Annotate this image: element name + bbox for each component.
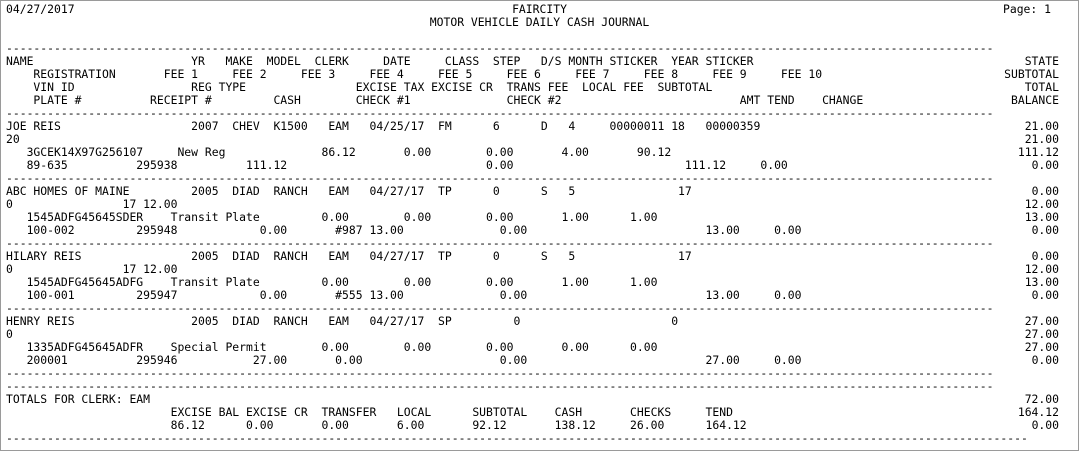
totals-labels-amount: 164.12 [1017,405,1059,419]
record-line: 1545ADFG45645SDER Transit Plate 0.00 0.0… [6,210,658,224]
totals-values-amount: 0.00 [1031,418,1059,432]
record-line: 0 17 12.00 [6,197,178,211]
totals-values: 86.12 0.00 0.00 6.00 92.12 138.12 26.00 … [6,418,747,432]
page-number: Page: 1 [1002,2,1051,16]
record-line: 0 [6,327,13,341]
record-line: 200001 295946 27.00 0.00 0.00 27.00 0.00 [6,353,802,367]
separator-rule: ----------------------------------------… [6,41,994,55]
record-line-amount: 12.00 [1024,262,1059,276]
record-line-amount: 27.00 [1024,314,1059,328]
record-line-amount: 0.00 [1031,288,1059,302]
record-line: 20 [6,132,20,146]
column-header-line: NAME YR MAKE MODEL CLERK DATE CLASS STEP… [6,54,754,68]
record-line-amount: 0.00 [1031,249,1059,263]
record-line-amount: 111.12 [1017,145,1059,159]
totals-labels: EXCISE BAL EXCISE CR TRANSFER LOCAL SUBT… [6,405,733,419]
separator-rule: ----------------------------------------… [6,301,994,315]
record-line: JOE REIS 2007 CHEV K1500 EAM 04/25/17 FM… [6,119,761,133]
separator-rule: ----------------------------------------… [6,379,994,393]
report-date: 04/27/2017 [6,2,75,16]
record-line-amount: 27.00 [1024,327,1059,341]
record-line: 100-001 295947 0.00 #555 13.00 0.00 13.0… [6,288,802,302]
record-line: HENRY REIS 2005 DIAD RANCH EAM 04/27/17 … [6,314,679,328]
record-line-amount: 13.00 [1024,210,1059,224]
column-header-line: REGISTRATION FEE 1 FEE 2 FEE 3 FEE 4 FEE… [6,67,823,81]
separator-rule: ----------------------------------------… [6,171,994,185]
record-line: 100-002 295948 0.00 #987 13.00 0.00 13.0… [6,223,802,237]
column-header-line-amount: STATE [1024,54,1059,68]
org-name: FAIRCITY [512,2,567,16]
record-line-amount: 0.00 [1031,353,1059,367]
separator-rule: ----------------------------------------… [6,366,994,380]
record-line: HILARY REIS 2005 DIAD RANCH EAM 04/27/17… [6,249,692,263]
record-line-amount: 27.00 [1024,340,1059,354]
record-line-amount: 0.00 [1031,184,1059,198]
column-header-line-amount: BALANCE [1010,93,1059,107]
record-line-amount: 21.00 [1024,132,1059,146]
record-line-amount: 0.00 [1031,223,1059,237]
separator-rule: ----------------------------------------… [6,236,994,250]
totals-title-amount: 72.00 [1024,392,1059,406]
end-of-report-rule: ----------------------------------------… [6,431,1028,445]
record-line: 0 17 12.00 [6,262,178,276]
record-line: 1545ADFG45645ADFG Transit Plate 0.00 0.0… [6,275,658,289]
column-header-line: PLATE # RECEIPT # CASH CHECK #1 CHECK #2… [6,93,864,107]
separator-rule: ----------------------------------------… [6,106,994,120]
record-line-amount: 21.00 [1024,119,1059,133]
column-header-line: VIN ID REG TYPE EXCISE TAX EXCISE CR TRA… [6,80,713,94]
record-line: 3GCEK14X97G256107 New Reg 86.12 0.00 0.0… [6,145,672,159]
report-title: MOTOR VEHICLE DAILY CASH JOURNAL [429,15,650,29]
totals-title: TOTALS FOR CLERK: EAM [6,392,151,406]
record-line: 1335ADFG45645ADFR Special Permit 0.00 0.… [6,340,658,354]
record-line-amount: 0.00 [1031,158,1059,172]
column-header-line-amount: TOTAL [1024,80,1059,94]
record-line-amount: 12.00 [1024,197,1059,211]
record-line: 89-635 295938 111.12 0.00 111.12 0.00 [6,158,788,172]
record-line-amount: 13.00 [1024,275,1059,289]
record-line: ABC HOMES OF MAINE 2005 DIAD RANCH EAM 0… [6,184,692,198]
column-header-line-amount: SUBTOTAL [1004,67,1059,81]
